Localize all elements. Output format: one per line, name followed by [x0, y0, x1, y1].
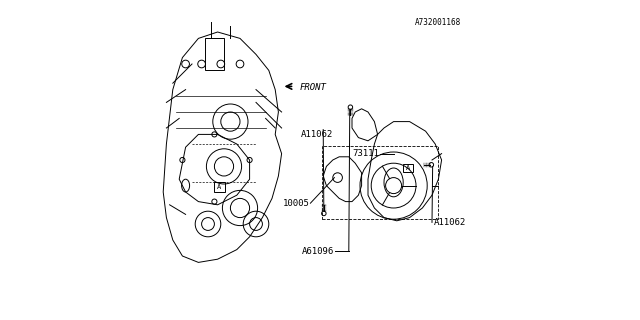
Text: FRONT: FRONT: [300, 83, 326, 92]
Text: 73111: 73111: [353, 149, 380, 158]
Text: 10005: 10005: [283, 199, 310, 208]
Text: A11062: A11062: [434, 218, 466, 227]
Text: A732001168: A732001168: [415, 18, 461, 27]
Text: A11062: A11062: [301, 130, 333, 139]
Bar: [322, 146, 438, 219]
Text: A: A: [406, 165, 410, 171]
Text: A61096: A61096: [302, 247, 334, 256]
Bar: [214, 182, 225, 192]
Bar: [403, 164, 413, 172]
Text: A: A: [217, 184, 221, 190]
